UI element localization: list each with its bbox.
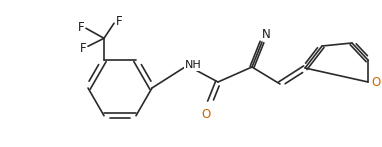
Text: NH: NH	[185, 60, 201, 70]
Text: N: N	[262, 27, 270, 41]
Text: O: O	[201, 107, 210, 121]
Text: F: F	[116, 15, 122, 28]
Text: O: O	[371, 76, 380, 88]
Text: F: F	[80, 42, 86, 55]
Text: F: F	[78, 21, 84, 34]
